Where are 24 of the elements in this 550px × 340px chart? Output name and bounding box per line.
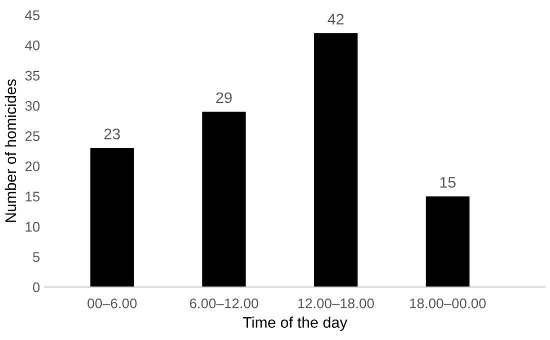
data-label: 29 — [216, 92, 232, 104]
x-tick-label: 18.00–00.00 — [410, 298, 486, 308]
x-tick-label: 00–6.00 — [88, 298, 137, 308]
bar — [90, 148, 134, 287]
y-tick-label: 10 — [26, 222, 40, 232]
data-label: 15 — [440, 177, 456, 188]
data-label: 23 — [104, 128, 120, 140]
y-tick-label: 25 — [25, 131, 40, 142]
y-tick-label: 15 — [26, 192, 40, 202]
x-tick-label: 6.00–12.00 — [190, 298, 258, 308]
x-tick-label: 12.00–18.00 — [298, 298, 374, 308]
bar — [426, 196, 470, 287]
y-tick-label: 0 — [32, 282, 40, 292]
y-tick-label: 40 — [25, 40, 40, 50]
data-label: 42 — [328, 14, 344, 24]
y-tick-label: 20 — [25, 161, 40, 172]
y-tick-label: 30 — [25, 101, 40, 111]
bar — [202, 112, 246, 287]
y-tick-label: 35 — [25, 70, 40, 81]
bar — [314, 33, 358, 287]
x-axis-title: Time of the day — [242, 316, 348, 331]
y-axis-title: Number of homicides — [4, 79, 16, 222]
y-tick-label: 5 — [32, 252, 40, 262]
y-tick-label: 45 — [25, 10, 40, 20]
